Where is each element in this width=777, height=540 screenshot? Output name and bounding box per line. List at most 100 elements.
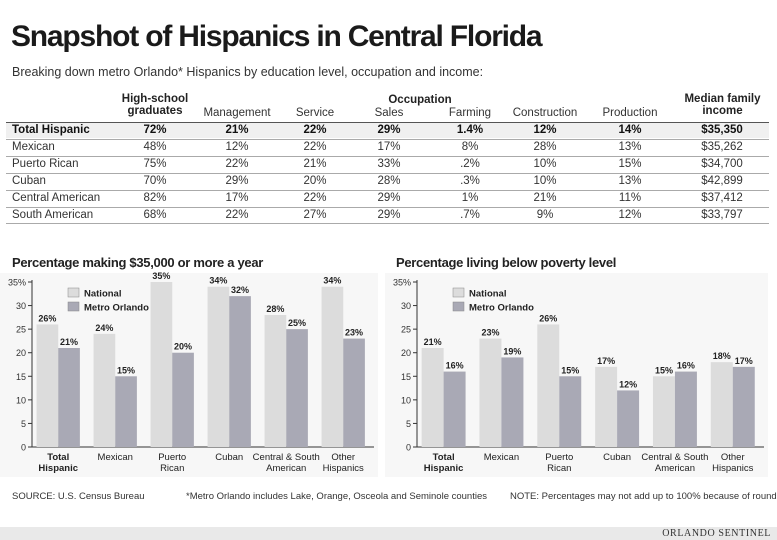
bar-data-label: 35%	[152, 271, 170, 281]
row-group-label: Mexican	[12, 141, 55, 153]
occupation-cell: 13%	[618, 141, 642, 153]
bar-national	[595, 366, 618, 447]
occupation-column-header: Sales	[374, 107, 404, 119]
bar-data-label: 19%	[503, 346, 521, 356]
bar-national	[479, 338, 502, 447]
occupation-column-header: Construction	[512, 107, 578, 119]
brand-logo: ORLANDO SENTINEL	[662, 528, 771, 539]
y-tick-label: 5	[406, 419, 411, 429]
row-group-label: South American	[12, 209, 94, 221]
y-tick-label: 10	[401, 395, 411, 405]
bar-data-label: 18%	[713, 351, 731, 361]
row-divider	[6, 207, 769, 208]
x-category-label: Central & South American	[641, 452, 708, 474]
row-divider	[6, 173, 769, 174]
bar-metro-orlando	[617, 390, 640, 447]
occupation-cell: 28%	[377, 175, 401, 187]
x-category-label-line: Total	[433, 452, 455, 463]
occupation-cell: 22%	[225, 158, 249, 170]
x-category-label-line: Other	[721, 452, 745, 463]
table-bottom-rule	[6, 223, 769, 224]
bar-metro-orlando	[674, 371, 697, 447]
occupation-cell: 9%	[536, 209, 554, 221]
x-category-label-line: Central & South	[641, 452, 708, 463]
row-divider	[6, 139, 769, 140]
bar-data-label: 21%	[60, 337, 78, 347]
total-row-shading	[6, 122, 769, 138]
legend-label: Metro Orlando	[469, 303, 534, 314]
row-group-label: Total Hispanic	[12, 124, 90, 136]
legend-swatch	[67, 301, 80, 312]
occupation-cell: 17%	[225, 192, 249, 204]
bar-national	[710, 362, 733, 447]
x-category-label: Mexican	[98, 452, 133, 463]
bar-data-label: 26%	[539, 313, 557, 323]
hs-graduates-cell: 82%	[143, 192, 167, 204]
bar-data-label: 12%	[619, 379, 637, 389]
income-cell: $37,412	[701, 192, 743, 204]
bar-data-label: 16%	[446, 361, 464, 371]
x-category-label-line: Total	[47, 452, 69, 463]
page-title: Snapshot of Hispanics in Central Florida	[11, 20, 543, 53]
x-category-label-line: Cuban	[603, 452, 631, 463]
occupation-cell: 13%	[618, 175, 642, 187]
subtitle: Breaking down metro Orlando* Hispanics b…	[12, 65, 484, 79]
x-category-label-line: Hispanic	[38, 463, 78, 474]
occupation-cell: 29%	[225, 175, 249, 187]
bar-data-label: 17%	[735, 356, 753, 366]
income-bar-chart: 0 5 10 15 20 25 30 35% 26% 21% Total Hispanic 24% 15%…	[0, 271, 378, 477]
bar-data-label: 25%	[288, 318, 306, 328]
income-cell: $33,797	[701, 209, 743, 221]
bar-metro-orlando	[343, 338, 365, 447]
bar-metro-orlando	[58, 348, 80, 447]
occupation-cell: 10%	[533, 158, 557, 170]
income-cell: $34,700	[701, 158, 743, 170]
bar-national	[93, 333, 116, 447]
bar-metro-orlando	[229, 296, 251, 447]
row-divider	[6, 190, 769, 191]
x-category-label-line: Rican	[547, 463, 571, 474]
bar-data-label: 23%	[481, 328, 499, 338]
bar-metro-orlando	[172, 352, 194, 447]
y-tick-label: 25	[401, 325, 411, 335]
bar-data-label: 34%	[323, 276, 341, 286]
metro-note: *Metro Orlando includes Lake, Orange, Os…	[186, 491, 488, 502]
occupation-cell: 10%	[533, 175, 557, 187]
legend-swatch	[67, 287, 80, 298]
occupation-cell: 17%	[377, 141, 401, 153]
x-category-label: Cuban	[215, 452, 243, 463]
bar-national	[321, 286, 344, 447]
bar-metro-orlando	[115, 376, 137, 447]
occupation-cell: 33%	[377, 158, 401, 170]
bar-data-label: 15%	[655, 365, 673, 375]
occupation-cell: 22%	[303, 192, 327, 204]
chart-title-poverty: Percentage living below poverty level	[396, 255, 617, 270]
bar-data-label: 34%	[209, 276, 227, 286]
legend-swatch	[452, 287, 465, 298]
occupation-cell: 15%	[618, 158, 642, 170]
bar-metro-orlando	[286, 329, 308, 447]
x-category-label-line: Rican	[160, 463, 184, 474]
occupation-cell: 22%	[303, 124, 327, 136]
legend-label: Metro Orlando	[84, 303, 149, 314]
row-group-label: Central American	[12, 192, 101, 204]
bar-data-label: 17%	[597, 356, 615, 366]
occupation-cell: .3%	[460, 175, 480, 187]
y-tick-label: 30	[401, 301, 411, 311]
occupation-cell: 12%	[225, 141, 249, 153]
bar-national	[36, 324, 59, 447]
occupation-cell: .7%	[460, 209, 480, 221]
row-group-label: Puerto Rican	[12, 158, 79, 170]
x-category-label: Total Hispanic	[424, 452, 464, 474]
y-tick-label: 20	[401, 348, 411, 358]
income-cell: $42,899	[701, 175, 743, 187]
occupation-cell: 29%	[377, 192, 401, 204]
x-category-label: Central & South American	[253, 452, 320, 474]
bar-data-label: 21%	[424, 337, 442, 347]
rounding-note: NOTE: Percentages may not add up to 100%…	[510, 491, 777, 502]
row-divider	[6, 156, 769, 157]
occupation-cell: 21%	[533, 192, 557, 204]
legend-label: National	[469, 289, 506, 300]
occupation-cell: 11%	[618, 192, 642, 204]
occupation-cell: 27%	[303, 209, 327, 221]
